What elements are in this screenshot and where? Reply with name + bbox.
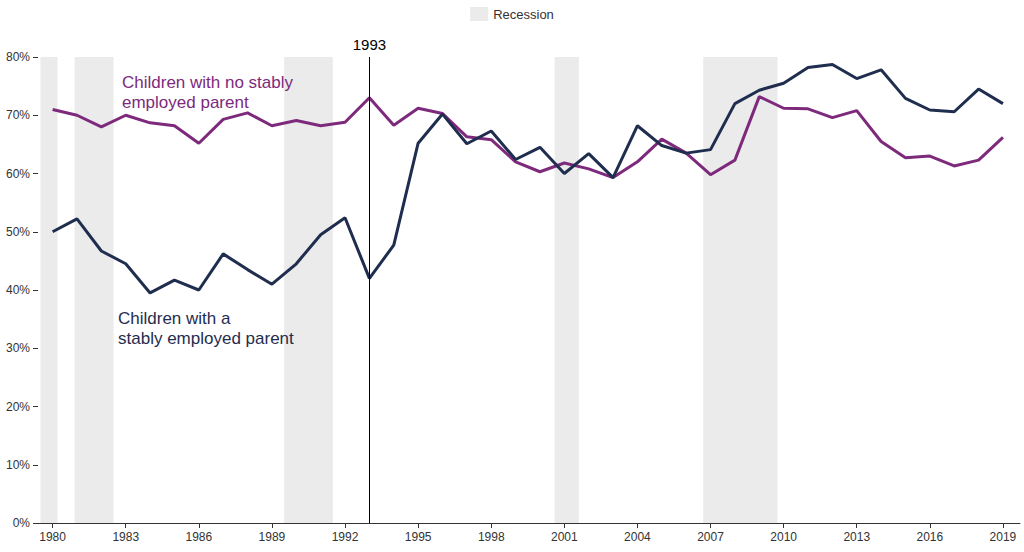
- svg-text:1980: 1980: [39, 530, 66, 544]
- svg-text:2004: 2004: [624, 530, 651, 544]
- svg-text:2001: 2001: [551, 530, 578, 544]
- svg-text:2007: 2007: [697, 530, 724, 544]
- svg-text:70%: 70%: [6, 108, 30, 122]
- svg-text:50%: 50%: [6, 225, 30, 239]
- svg-text:Children with a: Children with a: [118, 309, 231, 328]
- svg-text:1983: 1983: [112, 530, 139, 544]
- svg-text:Recession: Recession: [493, 7, 554, 22]
- svg-text:20%: 20%: [6, 400, 30, 414]
- svg-text:2013: 2013: [843, 530, 870, 544]
- svg-text:60%: 60%: [6, 167, 30, 181]
- svg-text:10%: 10%: [6, 458, 30, 472]
- svg-text:employed parent: employed parent: [122, 93, 249, 112]
- svg-text:1986: 1986: [185, 530, 212, 544]
- svg-text:2010: 2010: [770, 530, 797, 544]
- svg-text:Children with no stably: Children with no stably: [122, 73, 294, 92]
- svg-text:1992: 1992: [332, 530, 359, 544]
- svg-text:30%: 30%: [6, 341, 30, 355]
- svg-text:1995: 1995: [405, 530, 432, 544]
- svg-text:1993: 1993: [353, 36, 386, 53]
- svg-text:2019: 2019: [990, 530, 1017, 544]
- svg-text:80%: 80%: [6, 50, 30, 64]
- svg-text:stably employed parent: stably employed parent: [118, 329, 294, 348]
- svg-text:1989: 1989: [259, 530, 286, 544]
- svg-text:40%: 40%: [6, 283, 30, 297]
- svg-text:1998: 1998: [478, 530, 505, 544]
- svg-text:0%: 0%: [13, 516, 31, 530]
- svg-text:2016: 2016: [916, 530, 943, 544]
